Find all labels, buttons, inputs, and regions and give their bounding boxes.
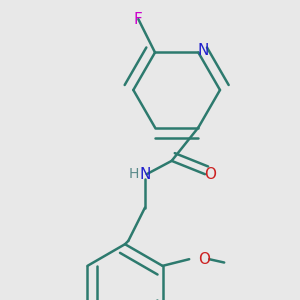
Text: O: O (198, 252, 210, 267)
Text: F: F (134, 12, 143, 27)
Text: H: H (128, 167, 139, 181)
Text: N: N (139, 167, 151, 182)
Text: O: O (204, 167, 216, 182)
Text: N: N (198, 43, 209, 58)
